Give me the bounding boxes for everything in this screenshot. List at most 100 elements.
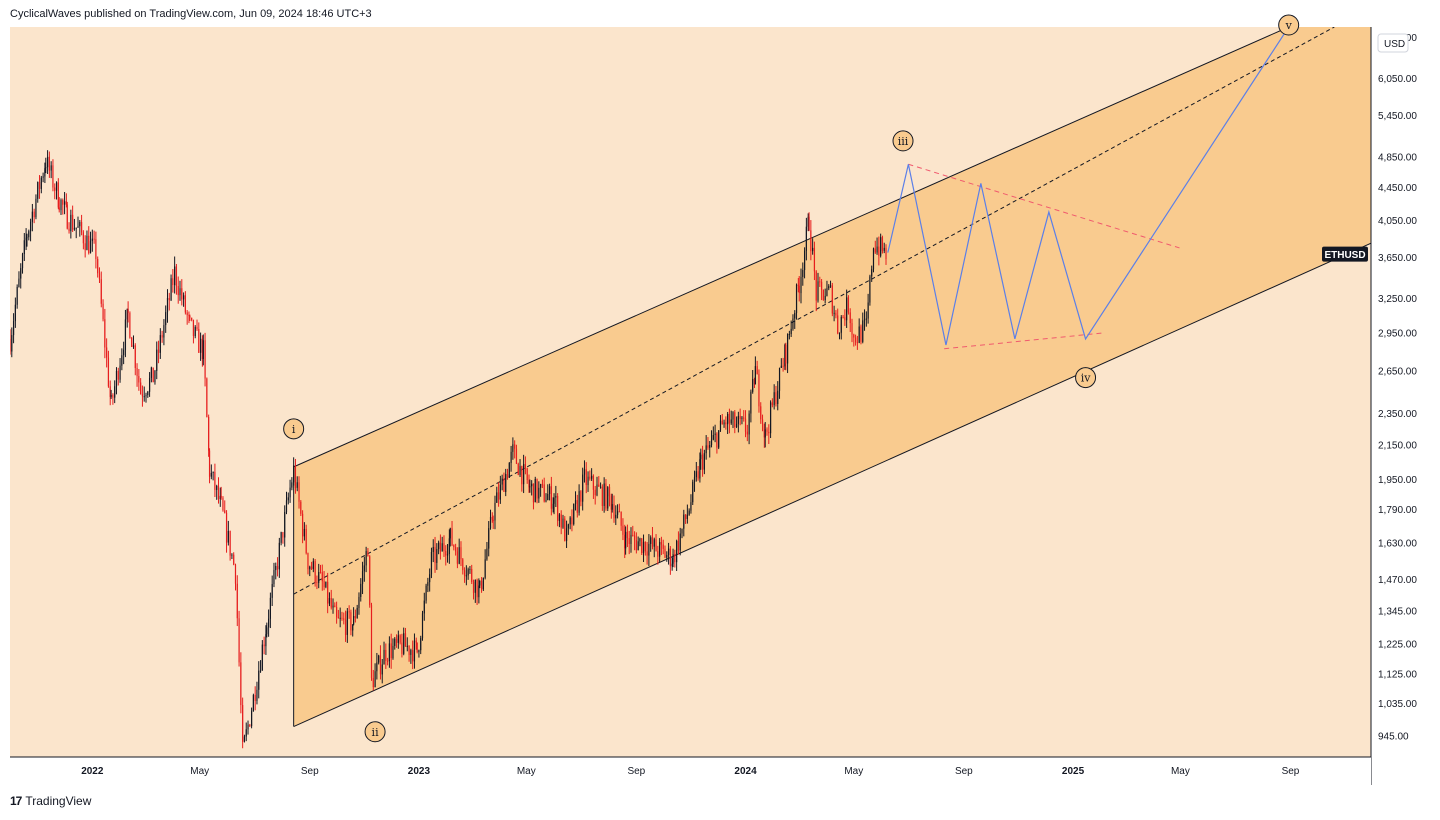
candle-body bbox=[501, 478, 503, 485]
candle-body bbox=[741, 417, 743, 419]
candle-body bbox=[492, 519, 494, 521]
candle-body bbox=[826, 288, 828, 296]
candle-body bbox=[655, 539, 657, 552]
candle-body bbox=[607, 487, 609, 509]
candle-body bbox=[536, 478, 538, 499]
candle-body bbox=[479, 580, 481, 586]
time-tick-label: Sep bbox=[627, 766, 645, 777]
tradingview-brand-text[interactable]: TradingView bbox=[25, 794, 92, 808]
candle-body bbox=[842, 316, 844, 318]
currency-label: USD bbox=[1384, 39, 1405, 50]
candle-body bbox=[739, 415, 741, 419]
candle-body bbox=[599, 486, 602, 488]
candle-body bbox=[723, 422, 725, 425]
candle-body bbox=[445, 550, 447, 556]
candle-body bbox=[65, 201, 67, 205]
candle-body bbox=[179, 288, 181, 296]
candle-body bbox=[124, 319, 127, 350]
candle-body bbox=[219, 495, 221, 500]
candle-body bbox=[553, 497, 555, 504]
candle-body bbox=[339, 617, 341, 619]
candle-body bbox=[753, 379, 756, 385]
time-tick-label: May bbox=[517, 766, 536, 777]
candle-body bbox=[446, 553, 449, 556]
price-tick-label: 1,630.00 bbox=[1378, 538, 1417, 549]
candle-body bbox=[620, 511, 622, 526]
candle-body bbox=[381, 664, 383, 675]
candle-body bbox=[484, 559, 486, 578]
candle-body bbox=[748, 413, 750, 435]
candle-body bbox=[543, 484, 545, 502]
candle-body bbox=[416, 642, 418, 653]
candle-body bbox=[95, 239, 97, 259]
currency-button[interactable] bbox=[1377, 33, 1409, 53]
time-axis[interactable] bbox=[10, 757, 1371, 785]
candle-body bbox=[580, 491, 582, 502]
candle-body bbox=[763, 423, 765, 438]
candle-body bbox=[236, 583, 238, 619]
candle-body bbox=[449, 528, 451, 539]
candle-body bbox=[294, 465, 297, 488]
candle-body bbox=[676, 540, 678, 563]
candle-body bbox=[217, 485, 220, 500]
candle-body bbox=[849, 312, 851, 324]
candle-body bbox=[790, 328, 792, 335]
candle-body bbox=[833, 312, 835, 314]
candle-body bbox=[712, 435, 714, 440]
candle-body bbox=[300, 501, 302, 514]
candle-body bbox=[323, 581, 325, 588]
candle-body bbox=[785, 344, 787, 364]
candle-body bbox=[761, 419, 764, 424]
candle-body bbox=[186, 312, 188, 316]
candle-body bbox=[415, 640, 417, 643]
candle-body bbox=[560, 514, 562, 528]
candle-body bbox=[794, 313, 796, 319]
candle-body bbox=[97, 258, 99, 274]
candle-body bbox=[881, 237, 884, 251]
candle-body bbox=[633, 535, 636, 541]
candle-body bbox=[421, 613, 424, 639]
price-axis[interactable] bbox=[1371, 27, 1440, 785]
candle-body bbox=[467, 569, 469, 576]
candle-body bbox=[265, 634, 267, 647]
channel-upper-line bbox=[293, 27, 1289, 468]
candle-body bbox=[309, 566, 311, 570]
candle-body bbox=[378, 655, 380, 663]
candle-body bbox=[436, 549, 438, 563]
candle-body bbox=[730, 419, 732, 424]
wave-label-circle bbox=[892, 130, 914, 152]
candle-body bbox=[66, 204, 68, 229]
candle-body bbox=[216, 485, 218, 490]
time-tick-label: Sep bbox=[955, 766, 973, 777]
candle-body bbox=[348, 611, 350, 613]
candle-body bbox=[885, 247, 887, 260]
candle-body bbox=[224, 510, 226, 513]
candle-body bbox=[372, 677, 374, 688]
candle-body bbox=[777, 390, 779, 405]
candle-body bbox=[589, 476, 591, 479]
candle-body bbox=[782, 365, 784, 367]
candle-body bbox=[792, 318, 794, 329]
candle-body bbox=[778, 367, 781, 391]
tradingview-logo-icon[interactable]: 17 bbox=[10, 794, 22, 808]
time-tick-label: 2024 bbox=[734, 766, 757, 777]
candle-body bbox=[547, 493, 549, 501]
candle-body bbox=[565, 528, 568, 541]
footer-branding: 17 TradingView bbox=[10, 794, 91, 808]
candle-body bbox=[408, 645, 410, 655]
price-tick-label: 2,950.00 bbox=[1378, 328, 1417, 339]
candle-body bbox=[191, 317, 193, 320]
candle-body bbox=[29, 221, 32, 232]
candle-body bbox=[271, 584, 273, 598]
candle-body bbox=[109, 386, 111, 397]
candle-body bbox=[138, 376, 140, 383]
candle-body bbox=[805, 226, 807, 251]
candle-body bbox=[725, 422, 727, 425]
candle-body bbox=[489, 516, 492, 529]
candle-body bbox=[127, 308, 129, 313]
candle-body bbox=[557, 495, 559, 521]
candle-body bbox=[603, 483, 605, 506]
candle-body bbox=[379, 655, 382, 675]
candle-body bbox=[486, 548, 488, 560]
